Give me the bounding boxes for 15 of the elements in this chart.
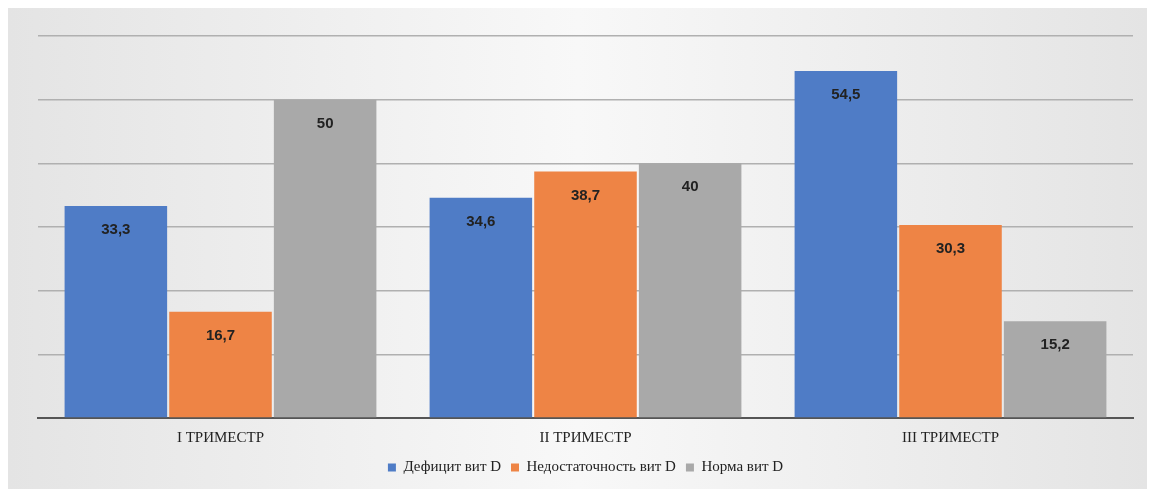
data-label: 16,7 — [205, 325, 236, 343]
data-label: 54,5 — [831, 85, 861, 103]
x-tick-label: III ТРИМЕСТР — [901, 428, 1000, 445]
data-label: 40 — [681, 177, 699, 195]
data-label: 30,3 — [935, 239, 966, 257]
x-tick-label: II ТРИМЕСТР — [539, 428, 632, 445]
data-label: 34,6 — [466, 211, 496, 229]
legend-label: Дефицит вит D — [403, 458, 502, 475]
data-label: 33,3 — [101, 220, 131, 238]
data-label: 38,7 — [570, 185, 601, 203]
x-tick-label: I ТРИМЕСТР — [176, 428, 265, 445]
legend-label: Норма вит D — [701, 458, 784, 475]
data-label: 50 — [316, 113, 334, 131]
data-label: 15,2 — [1040, 335, 1070, 353]
legend-label: Недостаточность вит D — [526, 458, 677, 475]
